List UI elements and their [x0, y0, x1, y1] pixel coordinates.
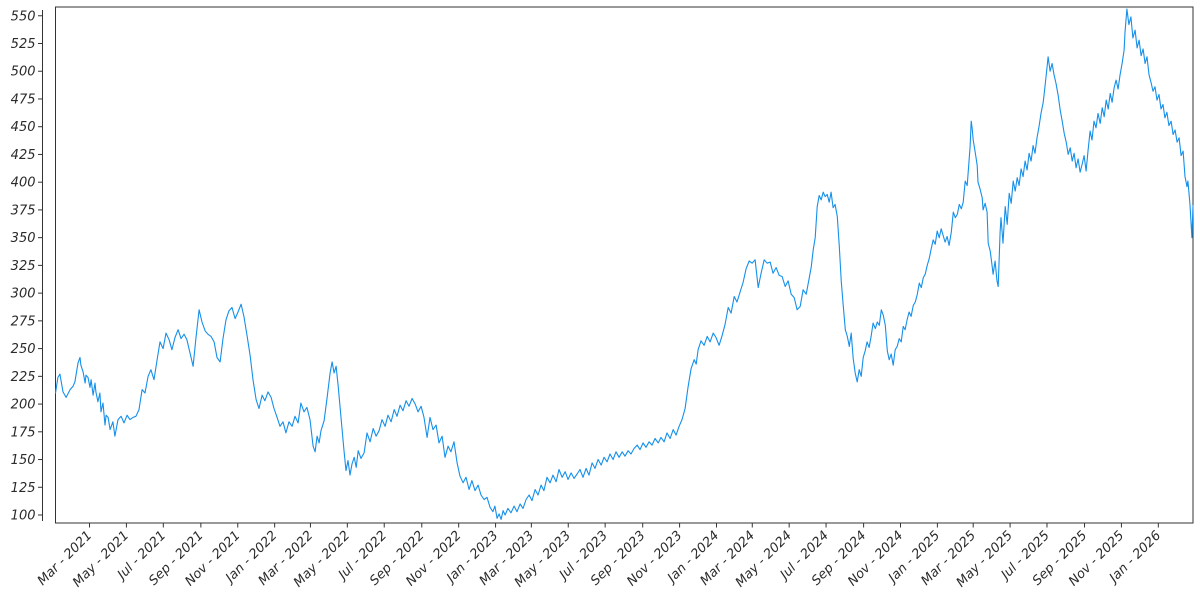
y-tick-label: 175 [11, 425, 36, 440]
y-tick-label: 525 [11, 37, 36, 52]
y-axis: 100 125 150 175 200 225 250 275 300 325 350 375 400 4… [11, 9, 43, 524]
y-tick-label: 150 [11, 453, 36, 468]
y-tick-label: 350 [11, 231, 36, 246]
y-tick-label: 425 [11, 148, 36, 163]
plot-border [55, 6, 1194, 524]
y-tick-label: 550 [11, 9, 36, 24]
y-tick-label: 200 [11, 398, 36, 413]
y-tick-label: 300 [11, 287, 36, 302]
y-tick-label: 250 [11, 342, 36, 357]
y-tick-label: 400 [11, 176, 36, 191]
y-tick-label: 100 [11, 509, 36, 524]
y-tick-label: 275 [11, 314, 36, 329]
price-line [54, 8, 1194, 520]
y-tick-label: 450 [11, 120, 36, 135]
y-tick-label: 325 [11, 259, 36, 274]
y-tick-label: 125 [11, 481, 36, 496]
y-tick-label: 500 [11, 65, 36, 80]
y-tick-label: 375 [11, 203, 36, 218]
y-tick-label: 475 [11, 92, 36, 107]
y-tick-label: 225 [11, 370, 36, 385]
